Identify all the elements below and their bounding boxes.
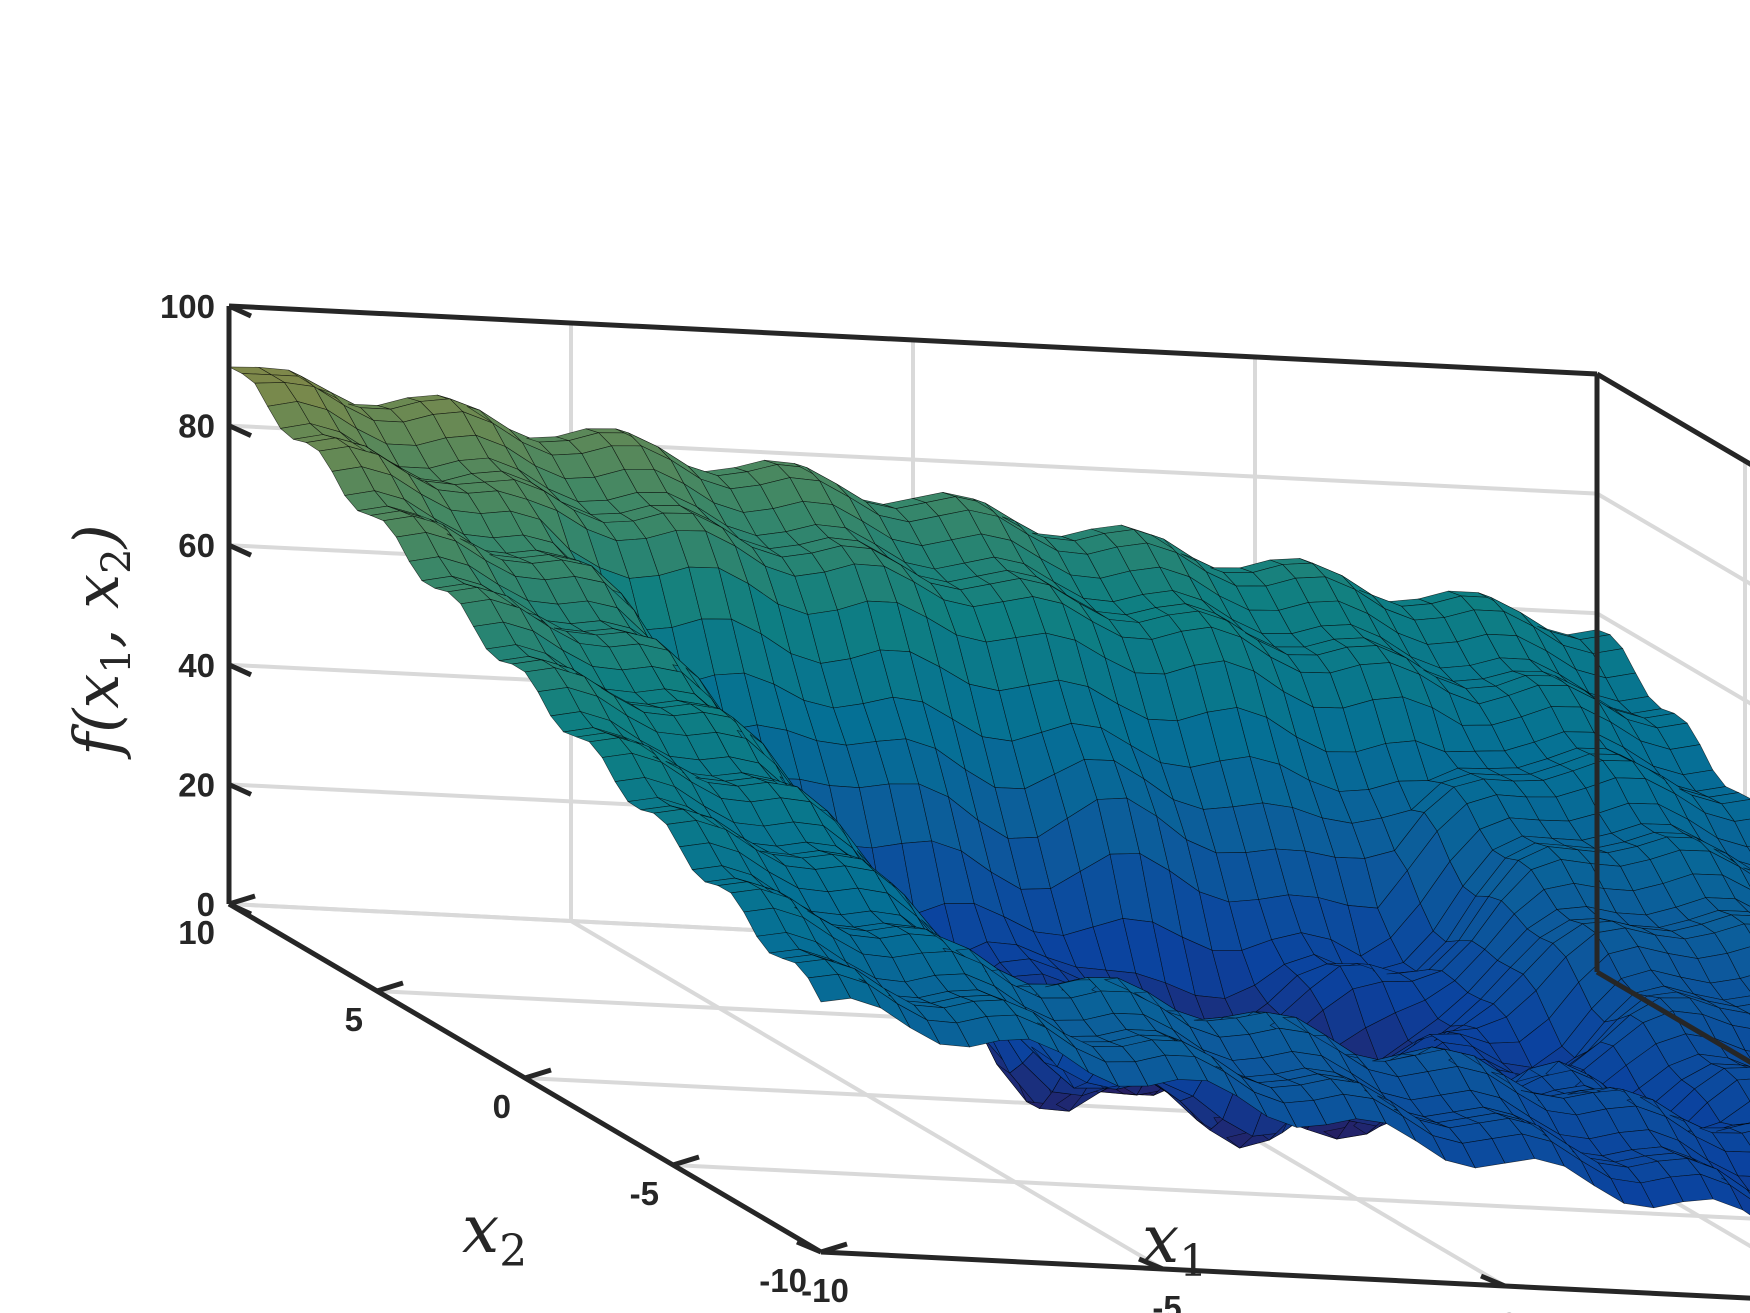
x1-tick-label: 0	[1500, 1306, 1518, 1313]
x1-tick-mark	[1138, 1256, 1164, 1272]
surface-patch	[1743, 867, 1750, 871]
x2-tick-mark	[672, 1154, 700, 1168]
z-tick-label: 80	[178, 408, 215, 445]
surface-patch	[1719, 1100, 1750, 1126]
surface-patch	[1730, 914, 1750, 925]
surface-plot	[228, 366, 1750, 1216]
grid-line-z-side-wall	[1595, 491, 1750, 586]
surface-patch	[1741, 1131, 1750, 1146]
surface-patch	[1721, 874, 1750, 907]
surface-patch	[1726, 946, 1750, 979]
z-tick-mark	[227, 782, 253, 797]
x1-tick-label: -5	[1152, 1289, 1181, 1313]
box-top-back-edge	[228, 303, 1598, 377]
x2-tick-label: 10	[178, 914, 215, 951]
x2-tick-mark	[820, 1241, 848, 1255]
z-tick-mark	[227, 662, 253, 678]
surface-patch	[1721, 799, 1750, 822]
x1-tick-mark	[796, 1239, 822, 1255]
x2-tick-mark	[376, 980, 404, 994]
surface-patch	[1743, 923, 1750, 934]
z-label-close: )	[60, 524, 133, 550]
surface-patch	[1722, 995, 1750, 1008]
x1-tick-mark	[1480, 1273, 1506, 1289]
z-label-sep: , x	[60, 574, 133, 648]
box-top-side-edge	[1595, 371, 1750, 467]
z-label-sub1: 1	[94, 648, 140, 673]
surface-patch	[1744, 1049, 1750, 1059]
surface-patch	[1735, 1004, 1750, 1014]
surface-patch	[1735, 898, 1750, 913]
surface-patch	[1734, 818, 1750, 848]
x2-tick-label: -10	[759, 1262, 807, 1299]
svg-text:x2: x2	[462, 1191, 527, 1277]
z-label-main: f(x	[60, 674, 133, 760]
surface-patch	[1726, 853, 1750, 874]
surface-patch	[1723, 1067, 1750, 1081]
x2-label-main: x	[462, 1191, 499, 1268]
z-tick-mark	[227, 901, 253, 917]
z-label-sub2: 2	[94, 548, 140, 573]
surface-patch	[1745, 1122, 1750, 1125]
x2-tick-mark	[524, 1067, 552, 1081]
surface-patch	[1748, 911, 1750, 913]
grid-line-z-side-wall	[1595, 611, 1750, 706]
x2-tick-label: -5	[630, 1175, 659, 1212]
z-axis-label: f(x1, x2)	[60, 524, 140, 760]
x1-axis-line	[820, 1249, 1750, 1301]
z-tick-label: 0	[197, 886, 215, 923]
x1-tick-label: -10	[801, 1272, 849, 1309]
x1-label-main: x	[1142, 1201, 1179, 1278]
grid-line-x2-floor	[672, 1163, 1750, 1221]
surface-patch	[1739, 975, 1750, 992]
surface-patch	[1746, 846, 1750, 852]
z-tick-mark	[227, 542, 253, 558]
surface-patch	[1736, 1078, 1750, 1102]
surface-patch	[1729, 1184, 1750, 1216]
z-tick-mark	[227, 303, 253, 319]
box-bottom-right-edge	[1595, 969, 1750, 1065]
svg-text:x1: x1	[1142, 1201, 1207, 1287]
z-tick-label: 40	[178, 647, 215, 684]
x2-label-sub: 2	[499, 1226, 527, 1277]
surface-patch	[1737, 1175, 1750, 1193]
z-tick-label: 20	[178, 766, 215, 803]
surface-patch	[1724, 1150, 1750, 1177]
surface-patch	[1731, 1024, 1750, 1052]
x1-axis-label: x1	[1142, 1201, 1207, 1287]
svg-text:f(x1, x2): f(x1, x2)	[60, 524, 140, 760]
x2-axis-label: x2	[462, 1191, 527, 1277]
z-tick-mark	[227, 423, 253, 438]
z-tick-label: 60	[178, 527, 215, 564]
x1-label-sub: 1	[1179, 1236, 1207, 1287]
surface-patch	[1728, 1122, 1750, 1134]
x2-tick-label: 5	[345, 1001, 363, 1038]
z-tick-label: 100	[160, 288, 215, 325]
x2-tick-mark	[228, 893, 256, 907]
surface-patch	[1738, 865, 1750, 887]
surface-patch	[1746, 1189, 1750, 1194]
x2-tick-label: 0	[493, 1088, 511, 1125]
